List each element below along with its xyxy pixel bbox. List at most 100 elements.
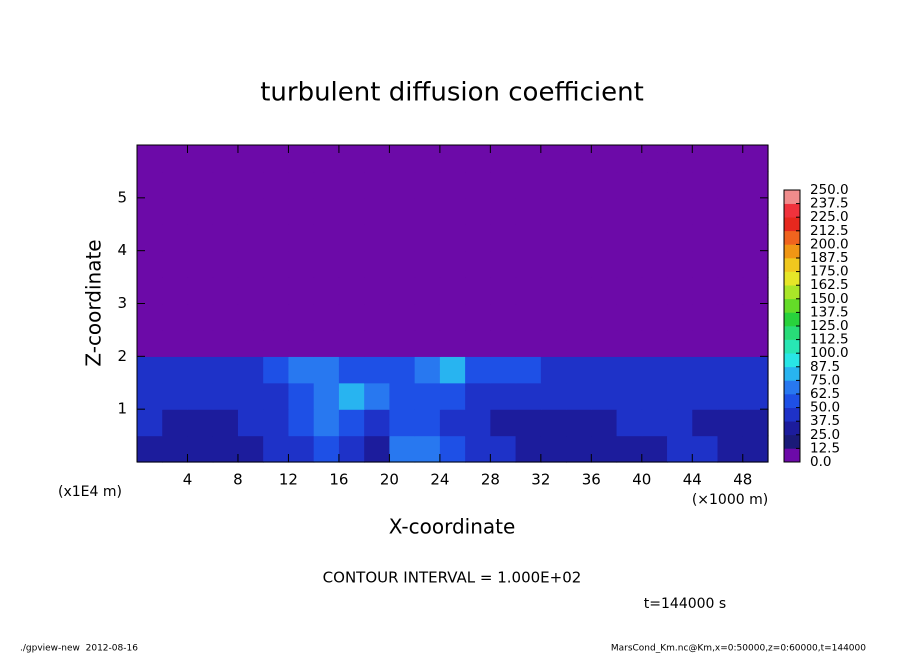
heat-cell (641, 303, 668, 331)
heat-cell (692, 435, 719, 463)
heat-cell (212, 224, 239, 252)
y-tick-label: 4 (117, 241, 127, 259)
heat-cell (692, 303, 719, 331)
heat-cell (591, 224, 618, 252)
colorbar-bin (784, 244, 800, 259)
heat-cell (137, 303, 163, 331)
colorbar-bin (784, 366, 800, 381)
heat-cell (465, 145, 491, 173)
heat-cell (465, 171, 491, 199)
colorbar-label: 0.0 (810, 454, 831, 470)
heat-cell (566, 356, 592, 384)
heat-cell (591, 382, 618, 410)
heat-cell (515, 409, 542, 437)
heat-cell (490, 250, 517, 278)
heat-cell (692, 224, 719, 252)
colorbar-label: 125.0 (810, 318, 849, 334)
colorbar-label: 37.5 (810, 413, 840, 429)
heat-cell (414, 197, 441, 225)
heat-cell (313, 382, 340, 410)
heat-cell (465, 224, 491, 252)
heat-cell (515, 329, 542, 357)
colorbar-label: 225.0 (810, 209, 849, 225)
heat-cell (389, 171, 416, 199)
heat-cell (338, 356, 365, 384)
colorbar-bin (784, 353, 800, 368)
colorbar-label: 200.0 (810, 236, 849, 252)
heat-cell (389, 356, 416, 384)
heat-cell (717, 277, 744, 305)
heat-cell (187, 382, 214, 410)
heat-cell (137, 197, 163, 225)
colorbar-bin (784, 190, 800, 204)
heat-cell (465, 250, 491, 278)
heat-cell (515, 303, 542, 331)
heat-cell (641, 409, 668, 437)
heat-cell (263, 145, 290, 173)
heat-cell (439, 329, 466, 357)
colorbar-bin (784, 421, 800, 436)
heat-cell (137, 409, 163, 437)
heat-cell (667, 435, 693, 463)
x-unit: (×1000 m) (692, 492, 768, 508)
heat-cell (717, 250, 744, 278)
heat-cell (212, 171, 239, 199)
heat-cell (414, 329, 441, 357)
heat-cell (237, 197, 264, 225)
heat-cell (465, 303, 491, 331)
heat-cell (490, 277, 517, 305)
colorbar-bin (784, 298, 800, 313)
heat-cell (692, 356, 719, 384)
heat-cell (439, 250, 466, 278)
heat-cell (717, 356, 744, 384)
heat-cell (414, 145, 441, 173)
x-tick-label: 4 (183, 471, 193, 489)
y-tick-label: 5 (117, 188, 127, 206)
heat-cell (591, 171, 618, 199)
colorbar-label: 250.0 (810, 182, 849, 198)
heat-cell (237, 145, 264, 173)
x-tick-label: 28 (481, 471, 500, 489)
heat-cell (490, 303, 517, 331)
heat-cell (313, 277, 340, 305)
heat-cell (263, 409, 290, 437)
heat-cell (338, 303, 365, 331)
heat-cell (263, 382, 290, 410)
heat-cell (742, 409, 769, 437)
heat-cell (288, 356, 315, 384)
heat-cell (616, 435, 643, 463)
heat-cell (742, 382, 769, 410)
heat-cell (263, 197, 290, 225)
heat-cell (616, 197, 643, 225)
heat-cell (490, 224, 517, 252)
heat-cell (667, 409, 693, 437)
heat-cell (288, 409, 315, 437)
heat-cell (414, 356, 441, 384)
heat-cell (540, 409, 567, 437)
heat-cell (439, 409, 466, 437)
heat-cell (389, 409, 416, 437)
x-tick-label: 36 (582, 471, 601, 489)
y-tick-label: 3 (117, 294, 127, 312)
colorbar-label: 112.5 (810, 332, 849, 348)
heat-cell (641, 250, 668, 278)
heat-cell (364, 329, 390, 357)
time-label: t=144000 s (644, 596, 726, 612)
heat-cell (616, 382, 643, 410)
colorbar-bin (784, 230, 800, 245)
x-tick-label: 40 (632, 471, 651, 489)
colorbar-label: 75.0 (810, 372, 840, 388)
heat-cell (566, 224, 592, 252)
y-tick-label: 1 (117, 400, 127, 418)
heat-cell (364, 409, 390, 437)
heat-cell (162, 409, 189, 437)
heat-cell (667, 224, 693, 252)
heat-cell (717, 197, 744, 225)
heat-cell (162, 356, 189, 384)
x-tick-label: 48 (733, 471, 752, 489)
heat-cell (288, 382, 315, 410)
heat-cell (717, 145, 744, 173)
y-axis-label: Z-coordinate (82, 239, 106, 366)
heat-cell (162, 197, 189, 225)
colorbar-bin (784, 326, 800, 340)
